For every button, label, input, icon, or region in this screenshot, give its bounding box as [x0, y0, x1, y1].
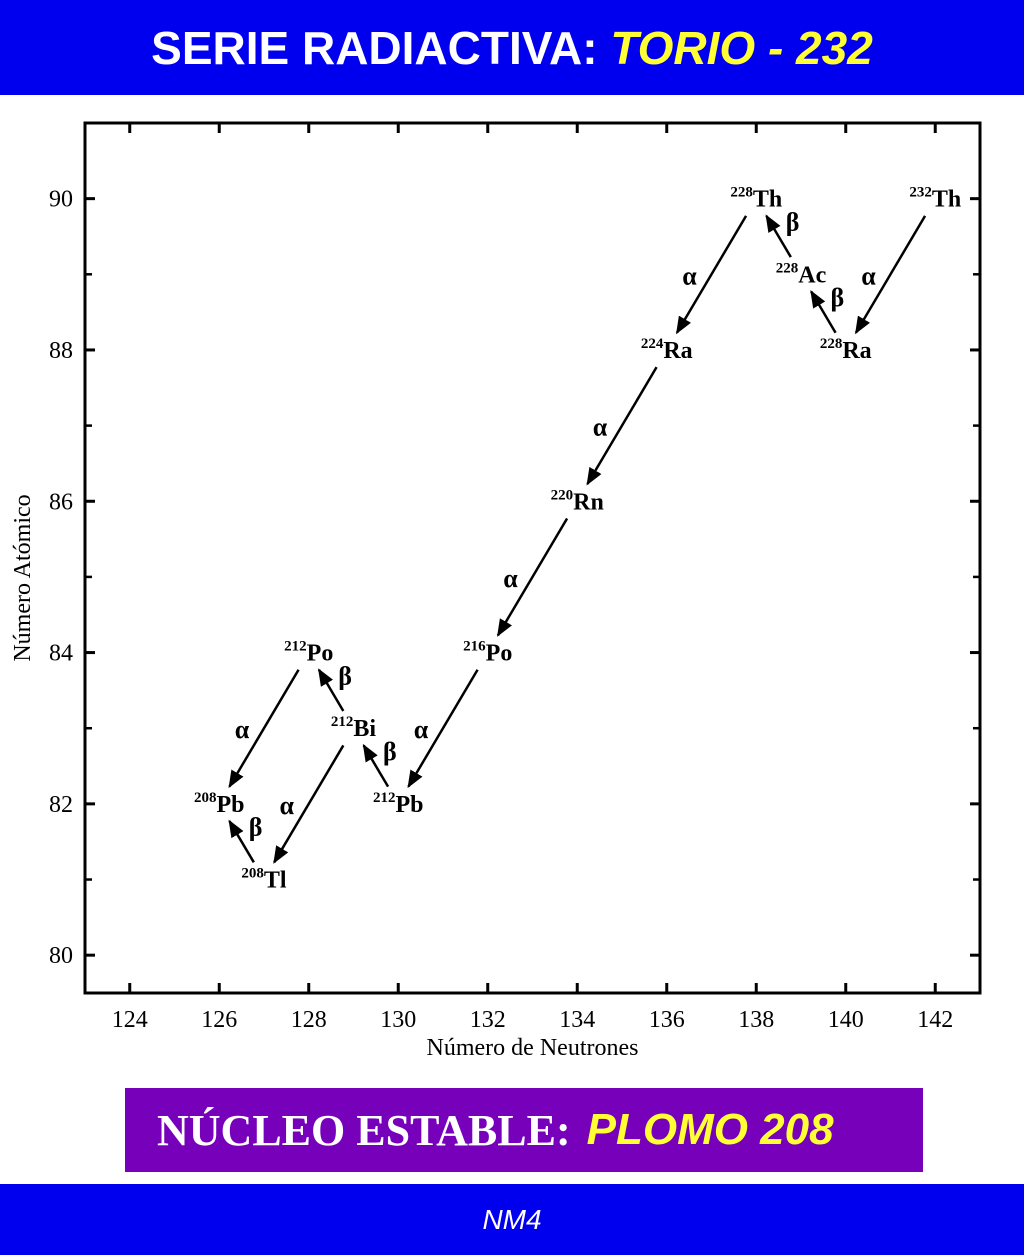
decay-mode-th232-ra228: α [861, 261, 876, 290]
nuclide-label-po216: 216Po [463, 639, 512, 667]
footer-label: NM4 [482, 1203, 542, 1235]
title-prefix: SERIE RADIACTIVA: [151, 21, 598, 74]
plot-frame [83, 121, 982, 995]
decay-mode-po212-pb208: α [235, 715, 250, 744]
decay-arrow-th228-ra224 [675, 215, 748, 335]
nuclide-mass: 208 [194, 790, 217, 806]
decay-mode-ra224-rn220: α [593, 413, 608, 442]
decay-arrow-tl208-pb208 [228, 819, 255, 863]
nuclide-label-th232: 232Th [909, 185, 961, 213]
nuclide-mass: 216 [463, 639, 486, 655]
nuclide-label-rn220: 220Rn [551, 487, 604, 515]
nuclide-mass: 232 [909, 185, 932, 201]
decay-mode-ra228-ac228: β [831, 283, 845, 312]
decay-arrow-th232-ra228 [854, 215, 927, 335]
stable-nucleus-banner: NÚCLEO ESTABLE: PLOMO 208 [125, 1088, 923, 1172]
nuclide-label-bi212: 212Bi [331, 714, 377, 742]
nuclide-symbol: Rn [573, 489, 604, 515]
y-tick-label: 88 [49, 338, 73, 364]
nuclide-mass: 220 [551, 487, 574, 503]
nuclide-mass: 228 [730, 185, 753, 201]
decay-mode-ac228-th228: β [786, 207, 800, 236]
decay-arrow-bi212-po212 [317, 668, 345, 712]
nuclide-mass: 208 [241, 866, 264, 882]
title-highlight: TORIO - 232 [610, 21, 873, 74]
x-tick-label: 142 [917, 1007, 953, 1033]
banner-value: PLOMO 208 [586, 1105, 834, 1154]
x-tick-label: 136 [649, 1007, 685, 1033]
nuclide-mass: 228 [776, 260, 799, 276]
decay-arrow-po212-pb208 [228, 669, 300, 789]
decay-arrow-ac228-th228 [765, 214, 792, 258]
decay-mode-po216-pb212: α [414, 715, 429, 744]
title-bar: SERIE RADIACTIVA: TORIO - 232 [0, 0, 1024, 95]
nuclide-mass: 224 [641, 336, 664, 352]
decay-mode-rn220-po216: α [503, 564, 518, 593]
nuclide-mass: 212 [373, 790, 396, 806]
nuclide-label-tl208: 208Tl [241, 866, 287, 894]
y-tick-label: 80 [49, 943, 73, 969]
nuclide-label-pb212: 212Pb [373, 790, 424, 818]
nuclide-symbol: Tl [264, 868, 287, 894]
nuclide-symbol: Ra [842, 338, 871, 364]
decay-arrow-ra224-rn220 [586, 366, 658, 486]
nuclide-symbol: Bi [353, 716, 376, 742]
nuclide-label-ra228: 228Ra [820, 336, 872, 364]
nuclide-symbol: Th [932, 187, 961, 213]
nuclide-symbol: Po [486, 641, 513, 667]
x-axis-label: Número de Neutrones [427, 1035, 639, 1061]
y-tick-label: 84 [49, 641, 73, 667]
nuclide-label-po212: 212Po [284, 639, 333, 667]
nuclide-label-ac228: 228Ac [776, 260, 827, 288]
nuclide-mass: 228 [820, 336, 843, 352]
y-tick-label: 90 [49, 187, 73, 213]
nuclide-label-ra224: 224Ra [641, 336, 693, 364]
nuclide-symbol: Pb [216, 792, 244, 818]
decay-mode-tl208-pb208: β [249, 813, 263, 842]
decay-mode-pb212-bi212: β [383, 737, 397, 766]
decay-arrow-pb212-bi212 [362, 743, 390, 788]
x-tick-label: 130 [380, 1007, 416, 1033]
x-tick-label: 124 [112, 1007, 148, 1033]
nuclide-symbol: Th [753, 187, 782, 213]
decay-arrow-ra228-ac228 [810, 290, 837, 334]
nuclide-symbol: Ra [663, 338, 692, 364]
x-tick-label: 138 [738, 1007, 774, 1033]
y-axis-label: Número Atómico [10, 494, 36, 661]
banner-label: NÚCLEO ESTABLE: [157, 1105, 571, 1155]
decay-arrow-bi212-tl208 [273, 744, 345, 864]
nuclide-mass: 212 [331, 714, 354, 730]
nuclide-label-pb208: 208Pb [194, 790, 245, 818]
nuclide-mass: 212 [284, 639, 307, 655]
decay-mode-bi212-tl208: α [279, 791, 294, 820]
x-tick-label: 140 [828, 1007, 864, 1033]
nuclide-symbol: Pb [395, 792, 423, 818]
decay-arrow-rn220-po216 [496, 517, 569, 637]
x-tick-label: 132 [470, 1007, 506, 1033]
x-tick-label: 128 [291, 1007, 327, 1033]
footer-bar: NM4 [0, 1184, 1024, 1255]
decay-arrow-po216-pb212 [407, 669, 479, 789]
page-title: SERIE RADIACTIVA: TORIO - 232 [151, 21, 873, 75]
decay-mode-bi212-po212: β [338, 661, 352, 690]
y-tick-label: 86 [49, 489, 73, 515]
nuclide-label-th228: 228Th [730, 185, 782, 213]
nuclide-symbol: Po [307, 641, 334, 667]
nuclide-symbol: Ac [798, 262, 826, 288]
x-tick-label: 134 [559, 1007, 595, 1033]
decay-chart: 124 126 128 130 132 134 136 138 140 142 80 82 84 86 88… [10, 121, 982, 1061]
x-tick-label: 126 [201, 1007, 237, 1033]
y-tick-label: 82 [49, 792, 73, 818]
decay-mode-th228-ra224: α [682, 261, 697, 290]
